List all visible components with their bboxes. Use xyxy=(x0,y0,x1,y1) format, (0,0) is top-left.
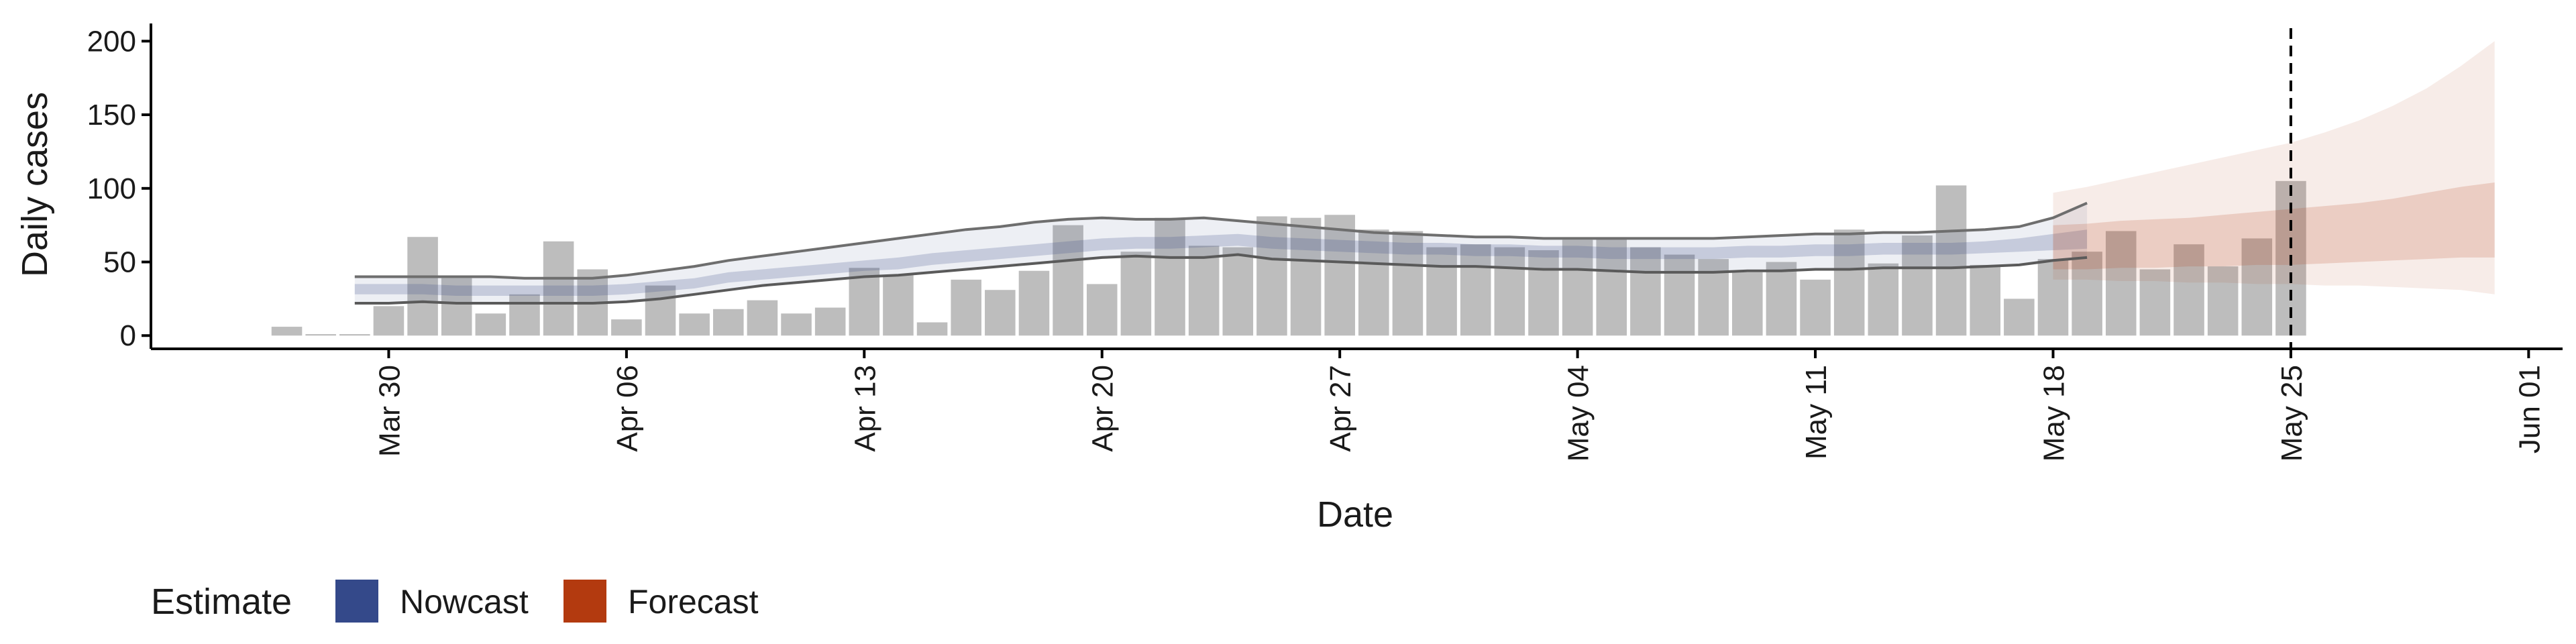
bar xyxy=(1528,250,1559,336)
bar xyxy=(1155,217,1185,336)
bar xyxy=(1290,217,1322,336)
bar xyxy=(1188,246,1220,336)
bar xyxy=(2105,231,2137,336)
y-tick-label: 200 xyxy=(87,25,136,58)
bar xyxy=(1833,229,1865,336)
x-tick-label: Mar 30 xyxy=(373,365,406,457)
bar xyxy=(543,241,574,336)
bar xyxy=(441,278,472,336)
bar xyxy=(407,237,438,336)
bar xyxy=(2037,259,2069,336)
bar xyxy=(1766,262,1797,336)
x-axis: Mar 30 Apr 06 Apr 13 Apr 20 Apr 27 May 04 May … xyxy=(151,347,2563,462)
bar xyxy=(1358,229,1389,336)
x-tick-label: Apr 27 xyxy=(1324,365,1357,452)
bar xyxy=(645,285,676,336)
bar xyxy=(1460,244,1491,336)
legend-swatch-forecast xyxy=(564,580,606,623)
bar xyxy=(712,309,744,336)
bar xyxy=(1868,263,1899,336)
bar xyxy=(1902,235,1933,336)
bar xyxy=(916,322,948,336)
legend-title: Estimate xyxy=(151,582,292,622)
bar xyxy=(1018,270,1050,336)
x-axis-title: Date xyxy=(1317,494,1393,535)
bar xyxy=(951,279,981,336)
bar xyxy=(1494,247,1525,336)
bar xyxy=(271,327,303,336)
nowcast-upper-line xyxy=(354,201,2088,280)
bar xyxy=(1256,216,1287,336)
bar xyxy=(1630,247,1661,336)
bar xyxy=(679,313,710,336)
y-tick-label: 150 xyxy=(87,99,136,131)
bar xyxy=(985,290,1016,336)
bar xyxy=(1222,247,1254,336)
x-tick-label: May 04 xyxy=(1562,365,1595,462)
x-tick-label: Apr 06 xyxy=(611,365,644,452)
y-axis: 0 50 100 150 200 xyxy=(87,23,152,352)
bar xyxy=(883,275,914,336)
plot-area xyxy=(271,28,2495,349)
forecast-50-ribbon xyxy=(2053,182,2495,270)
bar xyxy=(1086,284,1118,336)
bar xyxy=(1120,252,1152,336)
bar xyxy=(2207,266,2239,336)
legend: Estimate Nowcast Forecast xyxy=(151,580,759,623)
bar xyxy=(1800,279,1831,336)
bar xyxy=(747,300,778,336)
bar xyxy=(1562,239,1593,336)
legend-label-forecast: Forecast xyxy=(628,583,759,621)
bar xyxy=(475,313,506,336)
bar xyxy=(339,334,370,336)
bar xyxy=(509,294,540,336)
bar xyxy=(2174,244,2204,336)
bar xyxy=(814,307,846,336)
bar xyxy=(1596,238,1627,336)
x-tick-label: May 18 xyxy=(2037,365,2070,462)
x-tick-label: May 25 xyxy=(2275,365,2308,462)
legend-swatch-nowcast xyxy=(335,580,378,623)
bar xyxy=(2139,269,2171,336)
y-tick-label: 50 xyxy=(103,246,136,279)
x-tick-label: Apr 20 xyxy=(1087,365,1120,452)
y-tick-label: 100 xyxy=(87,172,136,205)
bar xyxy=(1392,231,1424,336)
bar xyxy=(2241,238,2273,336)
nowcast-50-ribbon xyxy=(354,229,2088,296)
bar xyxy=(2004,299,2035,336)
bar xyxy=(1053,225,1083,336)
nowcast-90-ribbon xyxy=(354,203,2088,303)
bar xyxy=(849,268,880,336)
bar xyxy=(611,319,642,336)
bar xyxy=(1970,264,2001,336)
x-tick-label: May 11 xyxy=(1800,365,1833,460)
bar xyxy=(305,334,336,336)
nowcast-lower-line xyxy=(354,253,2088,305)
bar xyxy=(1732,272,1763,336)
bar xyxy=(1664,254,1695,336)
forecast-90-ribbon xyxy=(2053,41,2495,294)
bar xyxy=(781,313,812,336)
y-tick-label: 0 xyxy=(120,319,136,352)
y-axis-title: Daily cases xyxy=(15,92,55,277)
bar xyxy=(1935,185,1967,336)
bar xyxy=(373,306,405,336)
x-tick-label: Apr 13 xyxy=(849,365,881,452)
bar xyxy=(1324,215,1355,336)
legend-label-nowcast: Nowcast xyxy=(400,583,529,621)
bar xyxy=(1426,247,1457,336)
bar xyxy=(2072,252,2102,336)
x-tick-label: Jun 01 xyxy=(2513,365,2546,453)
